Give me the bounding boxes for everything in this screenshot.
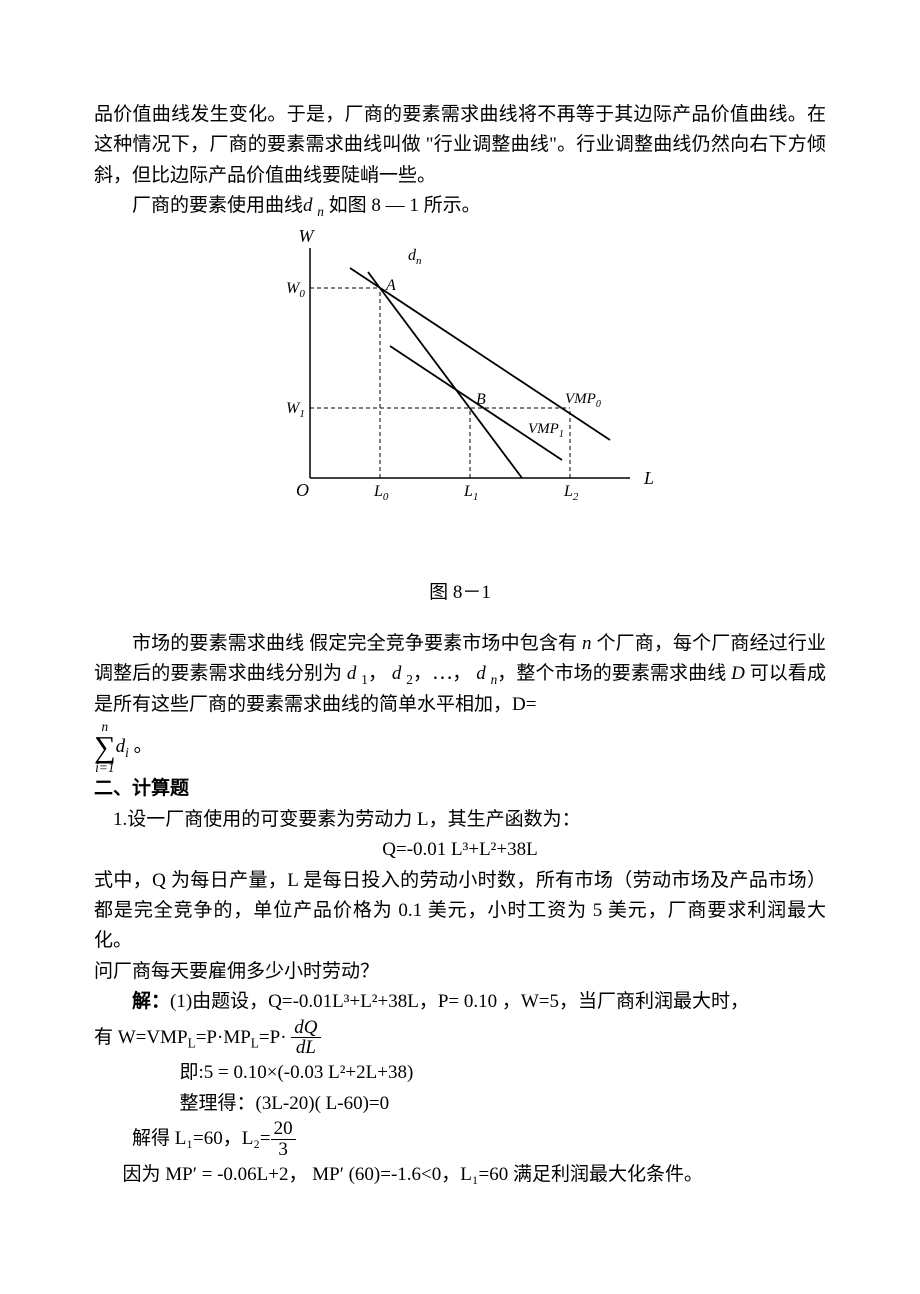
sum-lower: i=1 (94, 761, 116, 774)
solution-line-3: 即:5 = 0.10×(-0.03 L²+2L+38) (94, 1058, 826, 1088)
solution-start: 解：(1)由题设，Q=-0.01L³+L²+38L，P= 0.10 ，W=5，当… (94, 987, 826, 1017)
figure-caption: 图 8－1 (94, 578, 826, 608)
q1-formula: Q=-0.01 L³+L²+38L (94, 835, 826, 865)
svg-text:L: L (643, 468, 654, 488)
solution-label: 解： (132, 991, 170, 1012)
summation-line: n ∑ i=1 di 。 (94, 720, 826, 774)
factor-demand-diagram: W L O W0 W1 L0 L1 L2 A Bdn VMP0VMP1 (260, 228, 660, 508)
var-dn: d n (303, 195, 324, 216)
solution-line-5: 解得 L₁=60，L₂=203 (94, 1119, 826, 1160)
svg-text:L1: L1 (463, 483, 478, 503)
text: 厂商的要素使用曲线 (132, 195, 303, 216)
text: =P·MP (196, 1026, 251, 1047)
section-heading-2: 二、计算题 (94, 774, 826, 804)
figure-8-1: W L O W0 W1 L0 L1 L2 A Bdn VMP0VMP1 (94, 228, 826, 508)
sigma-symbol: ∑ (94, 734, 116, 761)
svg-text:L2: L2 (563, 483, 579, 503)
paragraph-figure-ref: 厂商的要素使用曲线d n 如图 8 — 1 所示。 (94, 191, 826, 222)
text: =P· (259, 1026, 291, 1047)
solution-line-2: 有 W=VMPL=P·MPL=P· dQdL (94, 1018, 826, 1059)
svg-text:A: A (385, 277, 396, 294)
svg-text:L0: L0 (373, 483, 389, 503)
fraction-20-3: 203 (271, 1119, 296, 1160)
text: 解得 L₁=60，L₂= (132, 1128, 271, 1149)
svg-text:W0: W0 (286, 280, 305, 300)
solution-line-6: 因为 MP′ = -0.06L+2， MP′ (60)=-1.6<0，L₁=60… (94, 1160, 826, 1190)
svg-text:VMP1: VMP1 (528, 421, 564, 440)
text: 如图 8 — 1 所示。 (324, 195, 481, 216)
paragraph-continuation: 品价值曲线发生变化。于是，厂商的要素需求曲线将不再等于其边际产品价值曲线。在这种… (94, 100, 826, 191)
q1-stem: 1.设一厂商使用的可变要素为劳动力 L，其生产函数为： (94, 805, 826, 835)
solution-text-1: (1)由题设，Q=-0.01L³+L²+38L，P= 0.10 ，W=5，当厂商… (170, 991, 749, 1012)
svg-text:dn: dn (408, 247, 422, 267)
q1-question: 问厂商每天要雇佣多少小时劳动？ (94, 957, 826, 987)
svg-text:VMP0: VMP0 (565, 391, 601, 410)
numerator: 20 (271, 1119, 296, 1140)
svg-text:W1: W1 (286, 400, 305, 420)
sum-term: di (116, 736, 129, 757)
svg-text:B: B (476, 391, 486, 408)
q1-context: 式中，Q 为每日产量，L 是每日投入的劳动小时数，所有市场（劳动市场及产品市场）… (94, 866, 826, 957)
para3-text: 市场的要素需求曲线 假定完全竞争要素市场中包含有 n 个厂商，每个厂商经过行业 … (94, 633, 826, 715)
text: 有 W=VMP (94, 1026, 188, 1047)
denominator: dL (291, 1038, 320, 1058)
sigma-sum: n ∑ i=1 (94, 720, 116, 774)
solution-line-4: 整理得：(3L-20)( L-60)=0 (94, 1089, 826, 1119)
svg-text:W: W (299, 228, 316, 246)
svg-text:O: O (296, 480, 309, 500)
fraction-dqdl: dQdL (291, 1018, 320, 1059)
paragraph-market-demand: 市场的要素需求曲线 假定完全竞争要素市场中包含有 n 个厂商，每个厂商经过行业 … (94, 629, 826, 721)
numerator: dQ (291, 1018, 320, 1039)
denominator: 3 (271, 1140, 296, 1160)
